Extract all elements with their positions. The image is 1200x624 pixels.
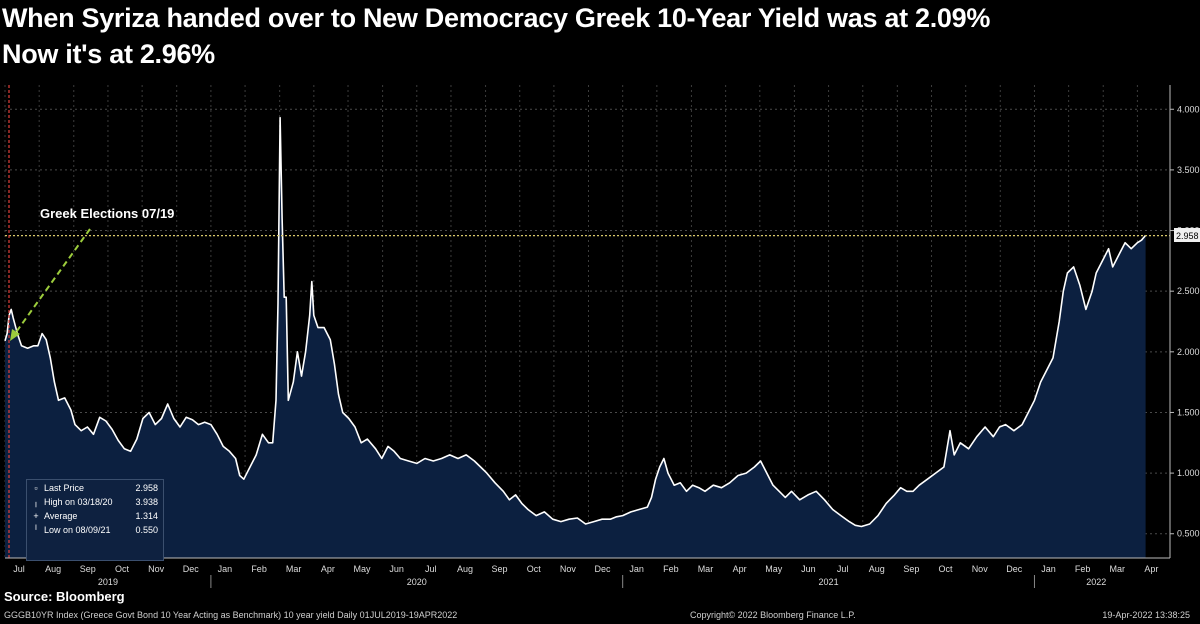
x-month-label: Dec: [1006, 564, 1023, 574]
x-month-label: May: [354, 564, 372, 574]
x-month-label: Jan: [629, 564, 644, 574]
x-month-label: Oct: [939, 564, 954, 574]
x-month-label: Nov: [148, 564, 165, 574]
legend-value: 3.938: [135, 497, 158, 507]
x-month-label: Oct: [115, 564, 130, 574]
axes: [5, 85, 1174, 588]
legend-value: 0.550: [135, 525, 158, 535]
legend-label: Low on 08/09/21: [44, 525, 111, 535]
x-month-label: Jun: [801, 564, 816, 574]
x-year-label: 2020: [407, 577, 427, 587]
y-tick-label: 2.500: [1177, 286, 1200, 296]
x-month-label: Aug: [45, 564, 61, 574]
x-month-label: Sep: [80, 564, 96, 574]
legend-label: High on 03/18/20: [44, 497, 113, 507]
y-tick-label: 2.000: [1177, 347, 1200, 357]
y-tick-label: 1.000: [1177, 468, 1200, 478]
high-marker-icon: ╷: [33, 497, 39, 507]
x-month-label: Nov: [972, 564, 989, 574]
x-month-label: May: [765, 564, 783, 574]
x-month-label: Jan: [1041, 564, 1056, 574]
last-price-badge: 2.958: [1174, 228, 1200, 242]
x-month-label: Mar: [698, 564, 714, 574]
legend-item-high: ╷ High on 03/18/20 3.938: [32, 497, 158, 509]
x-month-label: Jul: [837, 564, 849, 574]
x-month-label: Apr: [1144, 564, 1158, 574]
x-month-label: Aug: [869, 564, 885, 574]
election-arrow: [10, 228, 91, 341]
low-marker-icon: ╵: [33, 525, 39, 535]
x-month-label: Jan: [218, 564, 233, 574]
x-month-label: Jul: [13, 564, 25, 574]
legend-value: 1.314: [135, 511, 158, 521]
legend-value: 2.958: [135, 483, 158, 493]
tick-labels: 0.5001.0001.5002.0002.5003.0003.5004.000…: [13, 104, 1199, 587]
legend-label: Last Price: [44, 483, 85, 493]
square-icon: ▫: [34, 483, 38, 493]
last-price-badge-value: 2.958: [1176, 231, 1199, 241]
x-month-label: Jul: [425, 564, 437, 574]
y-tick-label: 0.500: [1177, 529, 1200, 539]
series-description: GGGB10YR Index (Greece Govt Bond 10 Year…: [4, 610, 458, 620]
plus-icon: +: [33, 511, 39, 521]
y-tick-label: 4.000: [1177, 104, 1200, 114]
x-month-label: Jun: [389, 564, 404, 574]
yield-series-line: [4, 116, 1147, 528]
x-month-label: Dec: [183, 564, 200, 574]
x-year-label: 2019: [98, 577, 118, 587]
chart-title-line-2: Now it's at 2.96%: [2, 39, 215, 69]
x-month-label: Dec: [594, 564, 611, 574]
yield-area-fill: [5, 117, 1146, 558]
timestamp: 19-Apr-2022 13:38:25: [1102, 610, 1190, 620]
x-month-label: Apr: [321, 564, 335, 574]
x-month-label: Sep: [492, 564, 508, 574]
y-tick-label: 1.500: [1177, 407, 1200, 417]
source-label: Source: Bloomberg: [4, 589, 125, 604]
legend-item-last-price: ▫ Last Price 2.958: [32, 483, 158, 495]
x-month-label: Oct: [527, 564, 542, 574]
x-month-label: Feb: [663, 564, 679, 574]
chart-title-line-1: When Syriza handed over to New Democracy…: [2, 3, 991, 33]
x-month-label: Feb: [251, 564, 267, 574]
x-month-label: Aug: [457, 564, 473, 574]
legend-item-low: ╵ Low on 08/09/21 0.550: [32, 525, 158, 537]
legend-box: ▫ Last Price 2.958 ╷ High on 03/18/20 3.…: [26, 479, 164, 561]
legend-item-average: + Average 1.314: [32, 511, 158, 523]
legend-label: Average: [44, 511, 78, 521]
x-month-label: Mar: [1109, 564, 1125, 574]
x-year-label: 2021: [819, 577, 839, 587]
y-tick-label: 3.500: [1177, 165, 1200, 175]
election-annotation-label: Greek Elections 07/19: [40, 206, 174, 221]
x-month-label: Apr: [733, 564, 747, 574]
x-month-label: Nov: [560, 564, 577, 574]
x-year-label: 2022: [1086, 577, 1106, 587]
x-month-label: Mar: [286, 564, 302, 574]
copyright-notice: Copyright© 2022 Bloomberg Finance L.P.: [690, 610, 856, 620]
x-month-label: Sep: [903, 564, 919, 574]
x-month-label: Feb: [1075, 564, 1091, 574]
